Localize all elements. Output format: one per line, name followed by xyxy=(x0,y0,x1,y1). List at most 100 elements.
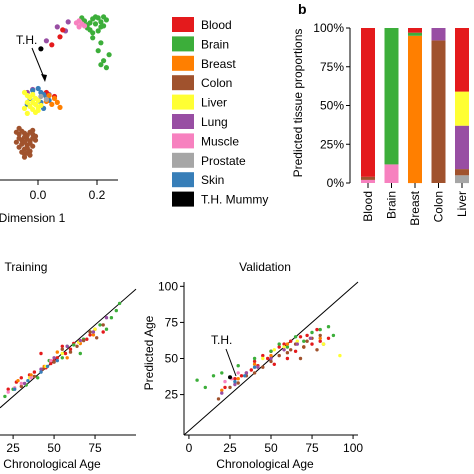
validation-point-colon xyxy=(305,339,309,343)
bar-segment-liver-liver xyxy=(455,91,469,126)
tsne-point-brain xyxy=(95,15,101,21)
validation-point-brain xyxy=(195,378,199,382)
training-point-blood xyxy=(85,337,89,341)
tsne-point-muscle xyxy=(76,24,82,30)
validation-point-colon xyxy=(216,397,221,401)
validation-point-brain xyxy=(318,327,322,332)
legend-swatch xyxy=(172,191,194,207)
tsne-point-brain xyxy=(101,58,107,64)
validation-point-breast xyxy=(269,353,273,358)
bar-segment-breast-breast xyxy=(408,35,422,184)
validation-point-brain xyxy=(269,349,273,353)
training-point-skin xyxy=(26,379,30,383)
legend-label: Colon xyxy=(201,76,232,90)
legend-swatch xyxy=(172,133,194,149)
tissue-legend: Blood Brain Breast Colon Liver Lung Muscle Pros… xyxy=(172,17,268,207)
tissue-category-label: Breast xyxy=(408,190,422,225)
tsne-point-brain xyxy=(98,19,104,25)
bar-segment-colon-lung xyxy=(431,28,446,41)
training-point-skin xyxy=(39,370,43,374)
tissue-proportions-panel: b Predicted tissue proportions 0% 25% 50% 7… xyxy=(291,1,469,226)
validation-point-muscle xyxy=(236,371,240,375)
training-point-blood xyxy=(49,361,53,366)
training-point-lung xyxy=(52,356,56,360)
bar-segment-breast-brain xyxy=(408,32,422,36)
tsne-point-colon xyxy=(30,143,36,149)
tsne-point-brain xyxy=(103,17,109,23)
legend-swatch xyxy=(172,36,194,52)
tissue-y-tick-label: 100% xyxy=(313,21,344,35)
training-point-lung xyxy=(91,330,96,334)
bar-segment-brain-brain xyxy=(384,28,399,165)
validation-th-annotation: T.H. xyxy=(211,333,232,347)
legend-item-colon: Colon xyxy=(172,75,232,91)
validation-point-colon xyxy=(277,353,281,358)
validation-x-tick-label: 0 xyxy=(186,441,193,455)
training-point-muscle xyxy=(6,390,10,394)
tsne-axes: 0.0 0.2 Dimension 1 xyxy=(0,179,118,225)
training-x-tick-label: 50 xyxy=(47,441,61,455)
training-point-blood xyxy=(88,333,92,337)
training-panel: Training 25 50 75 Chronological Age xyxy=(0,260,137,471)
validation-point-blood xyxy=(252,359,257,364)
tsne-point-brain xyxy=(106,52,112,58)
validation-y-tick-label: 75 xyxy=(165,315,179,329)
training-point-skin xyxy=(55,358,59,363)
training-point-colon xyxy=(81,338,86,343)
tsne-point-colon xyxy=(32,137,39,143)
tsne-point-breast xyxy=(46,92,52,99)
validation-point-blood xyxy=(233,377,237,381)
training-point-blood xyxy=(39,351,43,356)
training-point-brain xyxy=(104,327,109,331)
legend-item-muscle: Muscle xyxy=(172,133,239,149)
legend-item-liver: Liver xyxy=(172,94,227,110)
tsne-point-lung xyxy=(54,24,60,30)
tsne-point-liver xyxy=(24,110,30,116)
validation-point-skin xyxy=(233,379,237,384)
validation-point-brain xyxy=(293,335,298,339)
validation-point-colon xyxy=(318,333,322,338)
training-points xyxy=(3,301,122,399)
tsne-point-breast xyxy=(54,99,60,105)
tsne-point-brain xyxy=(98,24,104,30)
training-point-colon xyxy=(19,384,23,389)
validation-point-lung xyxy=(295,342,299,346)
tissue-category-label: Liver xyxy=(455,191,469,217)
tsne-x-tick-label: 0.2 xyxy=(89,188,106,202)
training-point-muscle xyxy=(19,381,23,386)
training-point-breast xyxy=(65,356,69,360)
validation-point-blood xyxy=(261,353,265,358)
validation-title: Validation xyxy=(239,260,291,274)
legend-label: Blood xyxy=(201,18,232,32)
training-point-brain xyxy=(60,356,64,360)
training-point-lung xyxy=(104,316,109,320)
training-point-skin xyxy=(45,364,50,369)
training-point-colon xyxy=(32,374,37,379)
validation-point-brain xyxy=(302,339,306,343)
validation-point-brain xyxy=(211,374,216,378)
legend-swatch xyxy=(172,17,194,32)
training-x-axis-label: Chronological Age xyxy=(3,457,101,471)
tsne-point-brain xyxy=(98,62,104,68)
tsne-point-brain xyxy=(98,40,104,46)
tsne-point-liver xyxy=(35,97,41,103)
training-point-brain xyxy=(72,343,76,347)
training-point-blood xyxy=(101,330,105,334)
tsne-point-brain xyxy=(103,65,109,71)
tsne-point-lung xyxy=(65,19,71,25)
validation-point-blood xyxy=(289,339,293,343)
legend-label: Prostate xyxy=(201,154,246,168)
legend-item-t-h-mummy: T.H. Mummy xyxy=(172,191,268,207)
tissue-y-tick-label: 50% xyxy=(320,99,344,113)
tsne-point-blood xyxy=(60,27,66,33)
bar-segment-blood-blood xyxy=(361,28,375,177)
legend-swatch xyxy=(172,114,194,129)
tsne-th-annotation: T.H. xyxy=(16,33,37,47)
training-point-breast xyxy=(55,350,59,354)
legend-item-breast: Breast xyxy=(172,55,236,71)
tsne-point-prostate xyxy=(43,96,50,102)
validation-point-t-h-mummy xyxy=(228,375,232,380)
validation-point-brain xyxy=(236,364,240,368)
